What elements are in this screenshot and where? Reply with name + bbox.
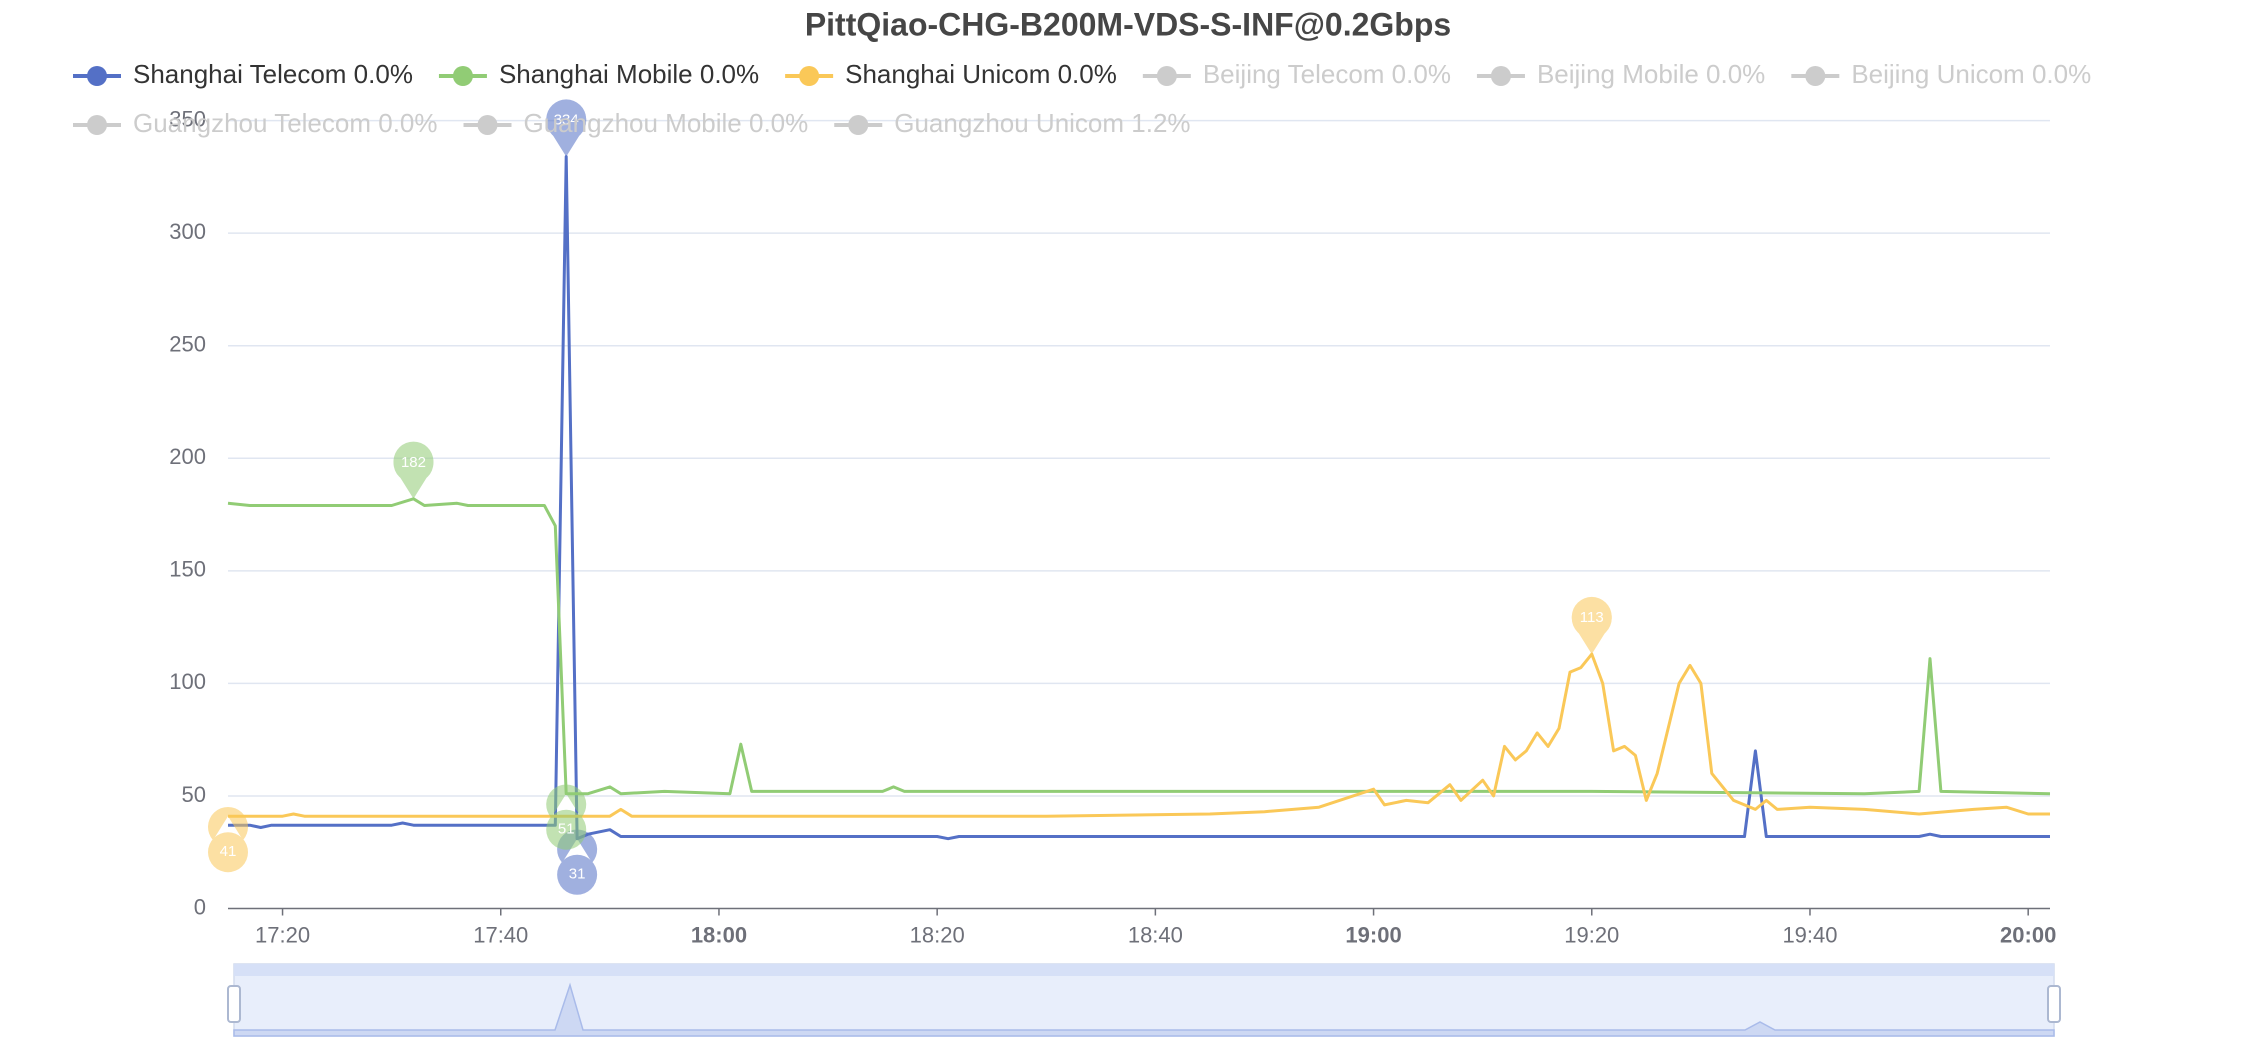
chart-title: PittQiao-CHG-B200M-VDS-S-INF@0.2Gbps [805,6,1451,42]
series-line [228,155,2050,841]
mark-label: 41 [220,843,237,860]
x-tick-label: 19:40 [1782,922,1837,947]
legend-label: Guangzhou Mobile 0.0% [524,108,809,138]
mark-pin-head [1571,598,1612,639]
mark-pin-head [393,442,434,483]
legend-marker [1490,66,1511,86]
legend-item[interactable]: Beijing Unicom 0.0% [1791,59,2091,89]
y-tick-label: 350 [169,106,206,131]
plot-area: 334 31 182 51 113 41 [208,99,2051,895]
y-tick-label: 50 [182,782,206,807]
zoom-handle-right[interactable] [2047,985,2061,1023]
legend-item[interactable]: Guangzhou Mobile 0.0% [463,108,809,138]
legend-label: Shanghai Mobile 0.0% [499,59,759,89]
x-tick-label: 17:40 [473,922,528,947]
legend-label: Beijing Mobile 0.0% [1537,59,1765,89]
y-tick-label: 100 [169,669,206,694]
grid: 0 50 100 150 200 250 300 350 17:20 17:40 18:00 18:2… [169,106,2056,947]
mark-pin [546,784,587,818]
legend-marker [799,66,820,86]
x-tick-label: 20:00 [2000,922,2056,947]
y-tick-label: 0 [194,894,206,919]
legend-item[interactable]: Guangzhou Telecom 0.0% [73,108,438,138]
legend-label: Shanghai Telecom 0.0% [133,59,413,89]
mark-pin-head [546,809,587,850]
zoom-bar[interactable] [234,964,2054,976]
mark-pin-head [208,832,248,873]
mark-label: 51 [558,821,575,838]
y-tick-label: 150 [169,557,206,582]
legend-item[interactable]: Beijing Telecom 0.0% [1142,59,1451,89]
series-line [227,497,2051,796]
legend-label: Guangzhou Unicom 1.2% [894,108,1190,138]
zoom-handle-left[interactable] [227,985,241,1023]
mark-label: 31 [569,866,586,883]
legend-item[interactable]: Beijing Mobile 0.0% [1476,59,1765,89]
legend-item[interactable]: Guangzhou Unicom 1.2% [834,108,1191,138]
x-tick-label: 19:20 [1564,922,1619,947]
legend[interactable]: Shanghai Telecom 0.0% Shanghai Mobile 0.0… [73,59,2091,138]
y-tick-label: 250 [169,332,206,357]
data-zoom[interactable] [227,963,2061,1037]
legend-marker [87,66,107,86]
mark-point [393,441,434,499]
y-tick-label: 200 [169,444,206,469]
x-tick-label: 18:00 [691,922,747,947]
mark-pin [208,806,248,841]
legend-label: Beijing Unicom 0.0% [1851,59,2091,89]
mark-label: 334 [554,112,579,129]
legend-label: Shanghai Unicom 0.0% [845,59,1117,89]
mark-pin-head [557,854,598,895]
x-tick-label: 18:40 [1128,922,1183,947]
mark-label: 182 [401,454,426,471]
legend-label: Beijing Telecom 0.0% [1203,59,1451,89]
legend-label: Guangzhou Telecom 0.0% [133,108,438,138]
mark-point [208,806,248,873]
legend-item[interactable]: Shanghai Unicom 0.0% [785,59,1117,89]
zoom-preview [233,982,2055,1037]
mark-point [546,99,587,157]
legend-item[interactable]: Shanghai Mobile 0.0% [438,59,759,89]
mark-label: 113 [1580,609,1604,626]
mark-point [1571,596,1612,655]
legend-marker [1805,66,1826,86]
series-line [228,652,2050,818]
legend-marker [477,115,498,135]
x-tick-label: 19:00 [1345,922,1401,947]
y-tick-label: 300 [169,219,206,244]
mark-point [546,784,587,850]
x-tick-label: 17:20 [255,922,310,947]
legend-item[interactable]: Shanghai Telecom 0.0% [73,59,413,89]
x-tick-label: 18:20 [910,922,965,947]
mark-pin-head [546,100,587,141]
legend-marker [87,115,107,135]
legend-marker [1156,66,1177,86]
legend-marker [452,66,473,86]
legend-marker [848,115,869,135]
